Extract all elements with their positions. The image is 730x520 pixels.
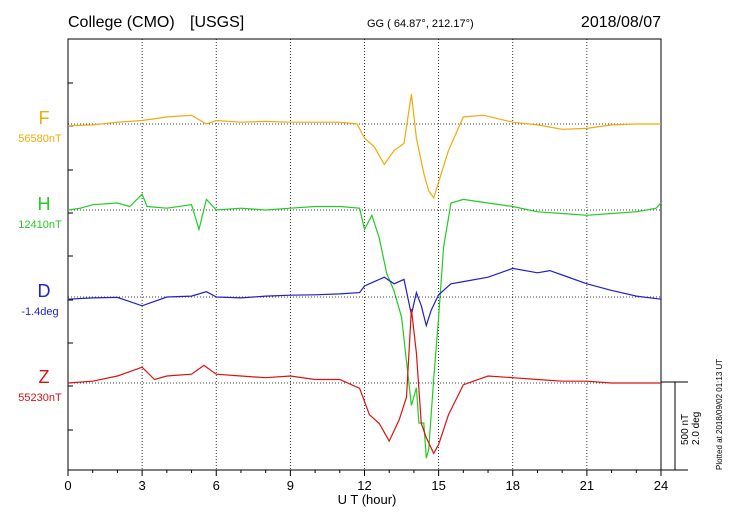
x-axis-label: U T (hour): [338, 492, 397, 507]
x-tick-label-6: 6: [213, 478, 220, 493]
grid-lines: [141, 39, 588, 470]
station-title: College (CMO): [68, 14, 175, 31]
series-name-z: Z: [39, 367, 50, 387]
x-tick-label-21: 21: [580, 478, 594, 493]
series-name-h: H: [38, 194, 51, 214]
series-line-h: [67, 193, 662, 459]
coords-label: GG ( 64.87°, 212.17°): [367, 18, 474, 30]
plotted-note: Plotted at 2018/09/02 01:13 UT: [715, 359, 724, 470]
series-baseline-h: 12410nT: [18, 219, 62, 231]
series-group: F 56580nT H 12410nT D -1.4deg Z 55230nT: [18, 94, 662, 459]
x-tick-label-3: 3: [139, 478, 146, 493]
network-label: [USGS]: [190, 14, 244, 31]
scale-line-0: 500 nT: [680, 414, 691, 445]
series-name-d: D: [38, 281, 51, 301]
series-line-d: [67, 267, 662, 328]
x-tick-label-18: 18: [506, 478, 520, 493]
series-baseline-f: 56580nT: [18, 133, 62, 145]
date-label: 2018/08/07: [581, 14, 661, 31]
axis-ticks: 0 3 6 9 12 15 18 21 24: [64, 38, 668, 493]
series-baseline-d: -1.4deg: [21, 306, 58, 318]
x-tick-label-9: 9: [287, 478, 294, 493]
series-line-z: [67, 309, 661, 455]
series-baseline-z: 55230nT: [18, 392, 62, 404]
scale-line-1: 2.0 deg: [691, 412, 702, 445]
x-tick-label-24: 24: [654, 478, 668, 493]
x-tick-label-0: 0: [64, 478, 71, 493]
x-tick-label-15: 15: [431, 478, 445, 493]
series-name-f: F: [39, 108, 50, 128]
x-tick-label-12: 12: [357, 478, 371, 493]
series-line-f: [67, 94, 661, 200]
scale-label: 500 nT2.0 deg: [680, 412, 702, 445]
